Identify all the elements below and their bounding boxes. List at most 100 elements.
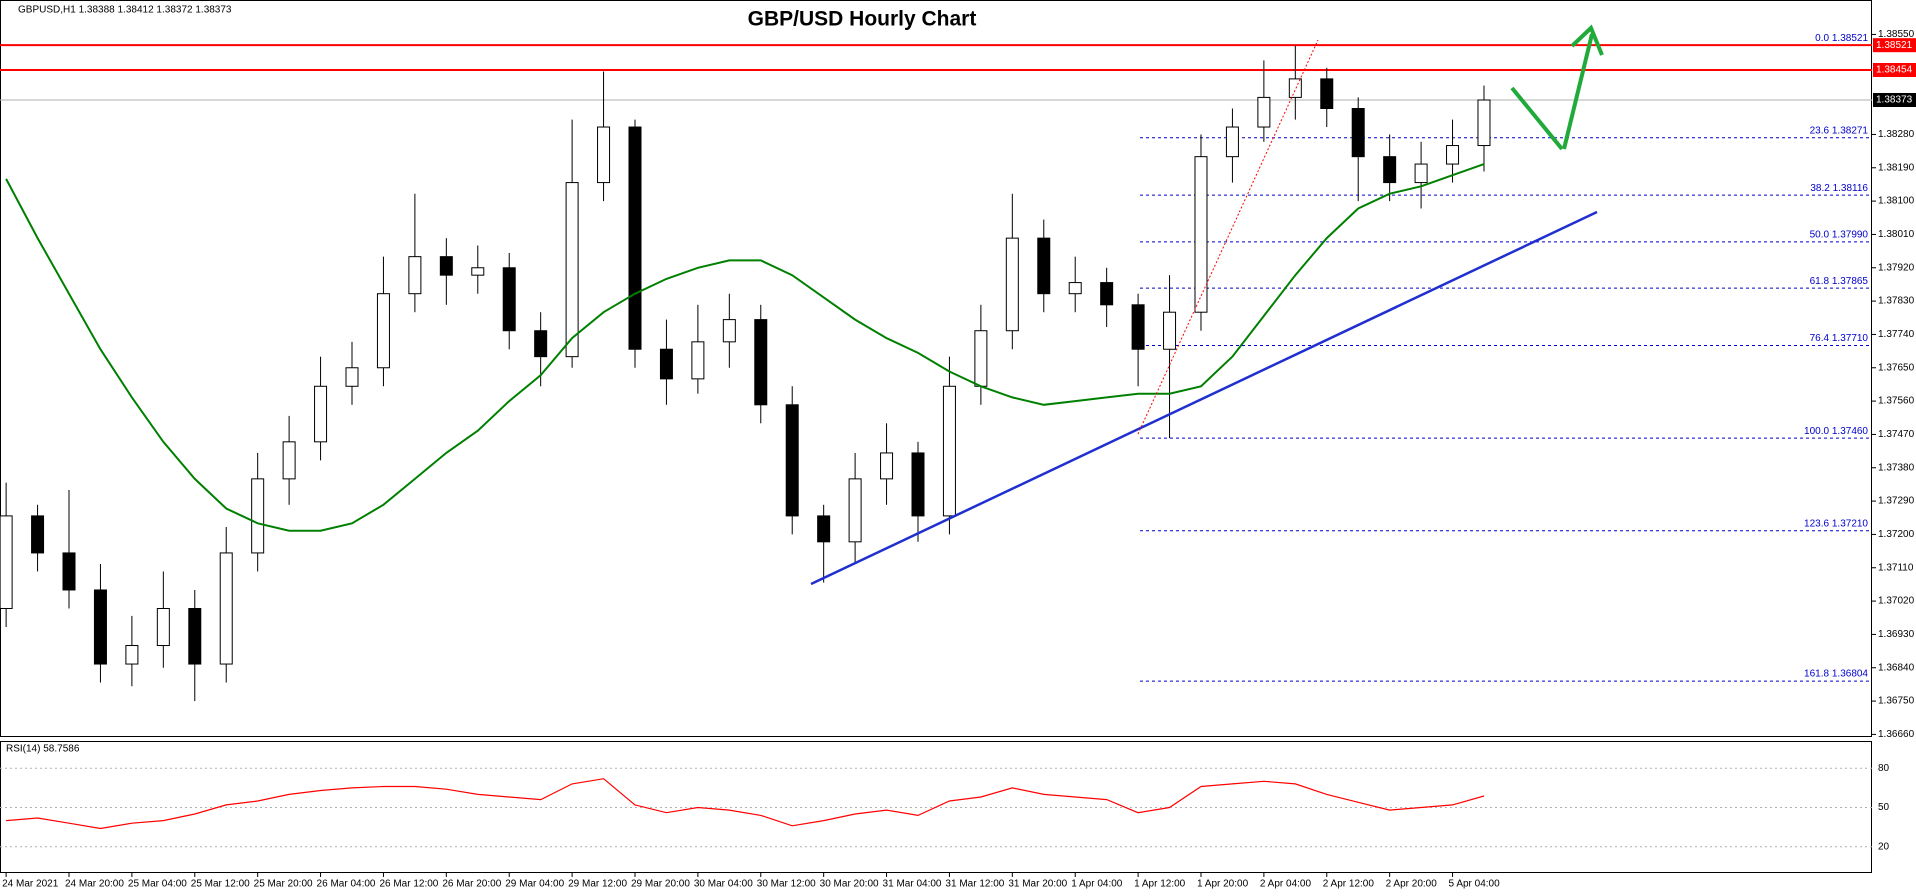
x-tick-label: 30 Mar 20:00: [820, 879, 879, 890]
y-tick-label: 1.37200: [1878, 529, 1915, 540]
x-tick-label: 5 Apr 04:00: [1449, 879, 1501, 890]
candle-body: [188, 607, 202, 665]
candle-body: [1288, 78, 1302, 98]
candle-body: [125, 645, 139, 665]
y-tick-label: 1.38100: [1878, 196, 1915, 207]
candle-body: [282, 441, 296, 480]
y-tick-label: 1.37110: [1878, 562, 1914, 573]
x-tick-label: 29 Mar 12:00: [568, 879, 627, 890]
candle-body: [502, 267, 516, 332]
candle-body: [345, 367, 359, 387]
y-tick-label: 1.38190: [1878, 162, 1915, 173]
candle-body: [376, 293, 390, 369]
candle-body: [880, 452, 894, 480]
candle-body: [1320, 78, 1334, 110]
arrow-head: [1570, 24, 1604, 56]
level-label: 1.38454: [1876, 65, 1913, 76]
x-tick-label: 26 Mar 04:00: [317, 879, 376, 890]
y-tick-label: 1.36750: [1878, 696, 1915, 707]
candle-body: [659, 348, 673, 380]
candle-body: [1351, 108, 1365, 158]
candle-body: [1194, 156, 1208, 313]
x-tick-label: 24 Mar 20:00: [65, 879, 124, 890]
x-tick-label: 1 Apr 20:00: [1197, 879, 1249, 890]
fib-label: 161.8 1.36804: [1804, 669, 1868, 680]
symbol-label: GBPUSD,H1 1.38388 1.38412 1.38372 1.3837…: [18, 5, 232, 16]
y-tick-label: 1.37830: [1878, 296, 1915, 307]
fib-label: 0.0 1.38521: [1815, 33, 1868, 44]
y-tick-label: 1.38550: [1878, 29, 1915, 40]
candle-body: [156, 607, 170, 647]
candle-body: [1005, 237, 1019, 332]
x-tick-label: 26 Mar 12:00: [379, 879, 438, 890]
candle-body: [219, 552, 233, 665]
y-tick-label: 1.37470: [1878, 429, 1915, 440]
last-price-box: [1873, 92, 1916, 107]
candle-body: [93, 589, 107, 665]
candle-body: [565, 182, 579, 358]
level-box: [1873, 38, 1916, 53]
candle-body: [1037, 237, 1051, 295]
level-label: 1.38521: [1876, 40, 1913, 51]
candle-body: [597, 126, 611, 184]
fib-label: 76.4 1.37710: [1810, 333, 1869, 344]
candle-body: [942, 385, 956, 517]
candle-body: [628, 126, 642, 350]
moving-average: [5, 163, 1485, 532]
y-tick-label: 80: [1878, 763, 1890, 774]
y-tick-label: 1.37020: [1878, 596, 1915, 607]
level-box: [1873, 62, 1916, 77]
fib-label: 123.6 1.37210: [1804, 518, 1868, 529]
x-tick-label: 30 Mar 12:00: [757, 879, 816, 890]
candle-body: [1383, 156, 1397, 184]
candle-body: [408, 256, 422, 295]
fib-label: 100.0 1.37460: [1804, 426, 1868, 437]
last-price-label: 1.38373: [1876, 95, 1913, 106]
candle-body: [848, 478, 862, 543]
candle-body: [471, 267, 485, 276]
y-tick-label: 1.36840: [1878, 662, 1915, 673]
candle-body: [1225, 126, 1239, 158]
candle-body: [1131, 304, 1145, 350]
x-tick-label: 26 Mar 20:00: [442, 879, 501, 890]
candle-body: [534, 330, 548, 358]
fib-label: 38.2 1.38116: [1810, 183, 1868, 194]
candle-body: [1068, 282, 1082, 295]
candle-body: [251, 478, 265, 554]
candle-body: [785, 404, 799, 517]
x-tick-label: 24 Mar 2021: [2, 879, 59, 890]
y-tick-label: 1.37560: [1878, 396, 1915, 407]
x-tick-label: 25 Mar 12:00: [191, 879, 250, 890]
x-tick-label: 31 Mar 20:00: [1008, 879, 1067, 890]
y-tick-label: 20: [1878, 841, 1890, 852]
candle-body: [62, 552, 76, 591]
candle-body: [31, 515, 45, 554]
candle-body: [314, 385, 328, 443]
candle-body: [439, 256, 453, 276]
x-tick-label: 1 Apr 12:00: [1134, 879, 1186, 890]
rsi-label: RSI(14) 58.7586: [6, 744, 80, 755]
y-tick-label: 1.37920: [1878, 262, 1915, 273]
x-tick-label: 30 Mar 04:00: [694, 879, 753, 890]
y-tick-label: 50: [1878, 802, 1890, 813]
rsi-line: [6, 778, 1485, 830]
plot: 1.38550 1.38280 1.38190 1.38100 1.38010 1.379…: [0, 29, 1916, 890]
x-tick-label: 2 Apr 04:00: [1260, 879, 1312, 890]
candle-body: [754, 319, 768, 406]
candle-body: [1100, 282, 1114, 306]
main-frame: [0, 0, 1872, 737]
candle-body: [1257, 96, 1271, 128]
candle-body: [817, 515, 831, 543]
y-tick-label: 1.37380: [1878, 462, 1915, 473]
x-tick-label: 2 Apr 12:00: [1323, 879, 1375, 890]
candle-body: [974, 330, 988, 387]
x-tick-label: 2 Apr 20:00: [1386, 879, 1438, 890]
x-tick-label: 29 Mar 04:00: [505, 879, 564, 890]
trend-line: [810, 210, 1598, 586]
y-tick-label: 1.37650: [1878, 362, 1915, 373]
x-tick-label: 29 Mar 20:00: [631, 879, 690, 890]
candle-body: [1477, 99, 1491, 147]
y-tick-label: 1.37740: [1878, 329, 1915, 340]
chart-title: GBP/USD Hourly Chart: [748, 8, 977, 31]
